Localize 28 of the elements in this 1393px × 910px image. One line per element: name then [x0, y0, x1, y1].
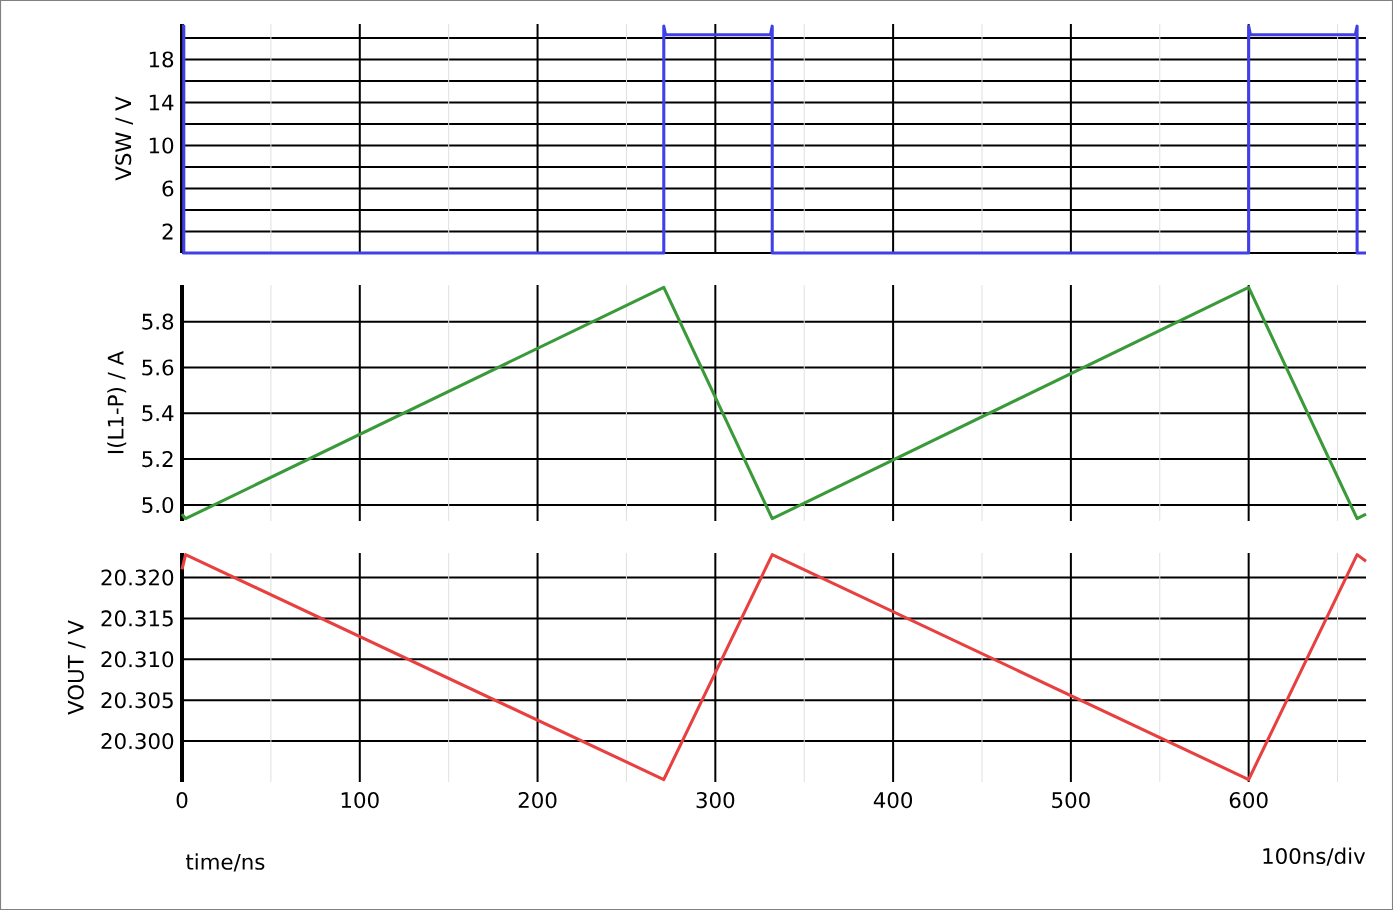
y-axis-title: VSW / V — [115, 96, 133, 181]
x-axis-title: time/ns — [185, 853, 265, 872]
x-tick-label: 400 — [873, 792, 913, 809]
y-tick-label: 20.315 — [101, 610, 173, 627]
x-tick-label: 100 — [341, 792, 379, 809]
text: 100ns/div — [1263, 847, 1366, 866]
y-tick-label: 20.320 — [101, 569, 174, 586]
y-axis-title: I(L1-P) / A — [107, 351, 127, 454]
x-tick-label: 300 — [696, 792, 735, 809]
y-tick-label: 5.2 — [142, 451, 173, 468]
y-tick-label: 18 — [149, 51, 174, 68]
y-axis-title: VOUT / V — [67, 620, 86, 715]
y-tick-label: 20.300 — [101, 733, 174, 750]
y-tick-label: 20.305 — [101, 692, 173, 709]
x-tick-label: 200 — [518, 792, 557, 809]
y-tick-label: 5.6 — [142, 359, 174, 376]
x-tick-label: 0 — [176, 792, 188, 809]
y-tick-label: 5.0 — [142, 496, 174, 514]
y-tick-label: 5.8 — [142, 313, 174, 330]
y-tick-label: 14 — [149, 94, 174, 111]
line-series — [180, 553, 1368, 782]
x-tick-label: 500 — [1052, 792, 1090, 809]
y-tick-label: 20.310 — [101, 651, 174, 668]
y-tick-label: 2 — [162, 223, 173, 240]
y-tick-label: 10 — [149, 137, 174, 154]
x-tick-label: 600 — [1229, 792, 1268, 809]
y-tick-label: 5.4 — [142, 405, 174, 422]
y-tick-label: 6 — [162, 180, 174, 197]
